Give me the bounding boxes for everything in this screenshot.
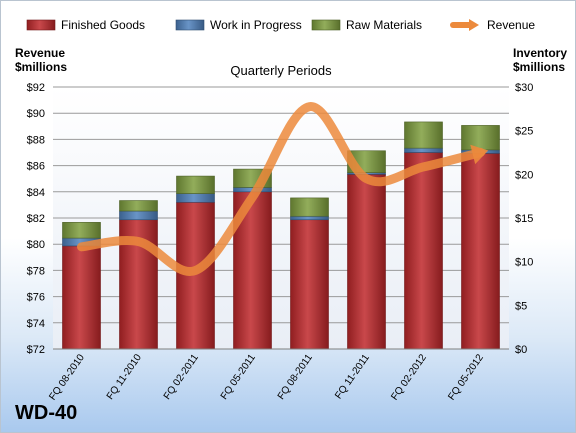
right-tick-label: $0	[515, 344, 527, 356]
bar-work-in-progress	[404, 147, 443, 153]
chart-title: Quarterly Periods	[230, 63, 332, 78]
left-tick-label: $84	[27, 187, 45, 199]
bar-raw-materials	[290, 197, 329, 217]
category-label: FQ 02-2011	[162, 352, 201, 402]
revenue-arrowhead	[470, 144, 489, 165]
right-tick-label: $20	[515, 169, 533, 181]
bar-work-in-progress	[176, 193, 215, 203]
bar-finished-goods	[62, 245, 101, 350]
left-tick-label: $90	[27, 108, 45, 120]
revenue-line	[77, 102, 485, 276]
right-tick-label: $25	[515, 126, 533, 138]
left-tick-label: $82	[27, 213, 45, 225]
legend-swatch-arrow	[469, 19, 479, 31]
bar-finished-goods	[290, 219, 329, 350]
bar-work-in-progress	[119, 210, 158, 221]
right-tick-label: $15	[515, 213, 533, 225]
left-tick-label: $74	[27, 318, 45, 330]
left-tick-label: $86	[27, 161, 45, 173]
left-tick-label: $92	[27, 82, 45, 94]
bar-raw-materials	[404, 121, 443, 149]
right-tick-label: $10	[515, 257, 533, 269]
category-label: FQ 11-2010	[105, 352, 144, 402]
right-axis-label-line1: Inventory	[513, 46, 568, 60]
left-tick-label: $72	[27, 344, 45, 356]
left-axis-label-line1: Revenue	[15, 46, 66, 60]
right-axis-label-line2: $millions	[513, 60, 566, 74]
legend-label: Raw Materials	[346, 18, 422, 32]
bar-raw-materials	[119, 200, 158, 212]
category-label: FQ 05-2012	[446, 352, 486, 402]
legend-swatch-work-in-progress	[175, 19, 205, 31]
right-axis-label: Inventory $millions	[513, 46, 567, 74]
company-name: WD-40	[15, 402, 78, 424]
bar-raw-materials	[461, 125, 500, 151]
left-tick-label: $88	[27, 134, 45, 146]
bar-finished-goods	[176, 201, 215, 350]
category-label: FQ 05-2011	[219, 352, 258, 402]
bar-raw-materials	[176, 175, 215, 194]
right-tick-label: $5	[515, 300, 527, 312]
category-label: FQ 08-2010	[47, 352, 87, 402]
left-tick-label: $80	[27, 239, 45, 251]
legend-label: Finished Goods	[61, 18, 145, 32]
bar-finished-goods	[404, 152, 443, 350]
bar-raw-materials	[62, 222, 101, 239]
left-axis-label-line2: $millions	[15, 60, 68, 74]
left-axis-label: Revenue $millions	[15, 46, 67, 74]
bar-finished-goods	[461, 153, 500, 350]
bar-finished-goods	[347, 174, 386, 350]
legend-label: Revenue	[487, 18, 535, 32]
category-label: FQ 08-2011	[276, 352, 315, 402]
left-tick-label: $78	[27, 265, 45, 277]
left-tick-label: $76	[27, 292, 45, 304]
legend-swatch-finished-goods	[26, 19, 56, 31]
bar-work-in-progress	[290, 215, 329, 221]
category-label: FQ 11-2011	[333, 352, 372, 401]
legend-swatch-raw-materials	[311, 19, 341, 31]
category-label: FQ 02-2012	[389, 352, 429, 402]
right-tick-label: $30	[515, 82, 533, 94]
legend-label: Work in Progress	[210, 18, 302, 32]
